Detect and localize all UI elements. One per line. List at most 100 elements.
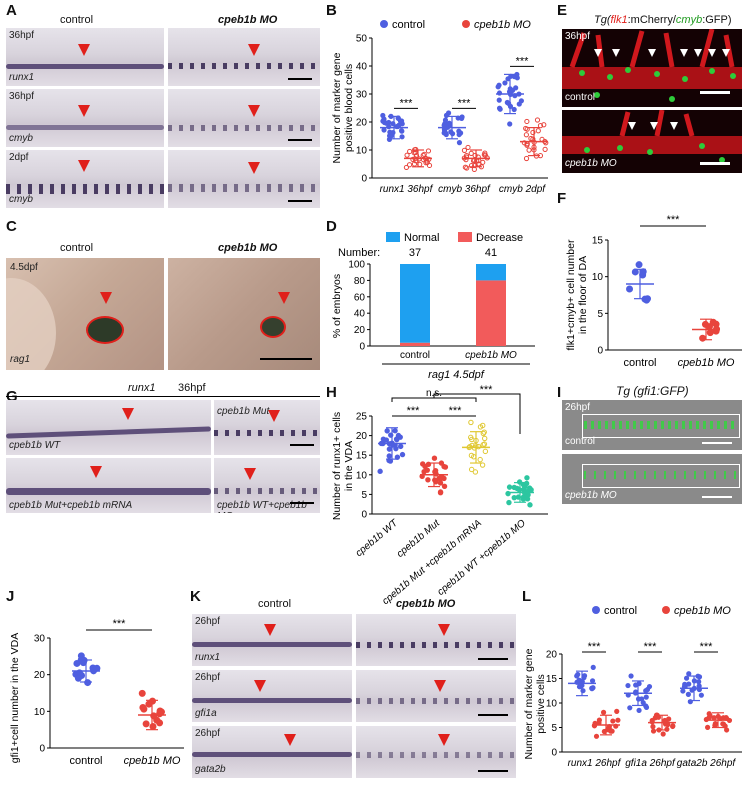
b-control-point [495, 84, 501, 90]
j-ytick-label: 20 [34, 670, 46, 681]
k-gene-3: gata2b [195, 764, 226, 775]
chart-h: Number of runx1+ cellsin the VDA 0 5 10 15 20… [331, 384, 548, 607]
a-control-row2-image: 36hpf cmyb [6, 89, 164, 147]
h-group-point [511, 484, 517, 491]
d-xtick-label: cpeb1b MO [465, 350, 517, 361]
a-mo-row1-image [168, 28, 320, 86]
h-group-point [386, 446, 393, 452]
b-mo-point [524, 126, 530, 132]
g-rescue-image: cpeb1b Mut+cpeb1b mRNA [6, 458, 211, 513]
d-count: 37 [409, 247, 421, 259]
b-control-point [381, 116, 387, 122]
l-control-point [590, 664, 596, 670]
l-xtick-label: gata2b 26hpf [677, 758, 737, 769]
l-mo-point [614, 708, 620, 714]
j-group-point [138, 689, 146, 697]
h-ytick-label: 0 [361, 510, 367, 521]
c-stage: 4.5dpf [10, 262, 38, 273]
k-gene-2: gfi1a [195, 708, 217, 719]
b-control-point [399, 134, 405, 140]
h-group-point [397, 434, 403, 440]
b-control-point [381, 127, 387, 133]
b-mo-point [523, 155, 530, 162]
a-stage-1: 36hpf [9, 30, 35, 41]
e-title: Tg(flk1:mCherry/cmyb:GFP) [594, 14, 732, 26]
l-ytick-label: 5 [551, 723, 557, 734]
chart-b: Number of marker genepositive blood cell… [331, 19, 549, 195]
f-ytick-label: 10 [592, 272, 604, 283]
i-title: Tg (gfi1:GFP) [616, 384, 689, 398]
k-mo-row2-image [356, 670, 516, 722]
b-mo-point [543, 140, 549, 146]
d-xtick-label: control [400, 350, 430, 361]
b-ylabel: Number of marker genepositive blood cell… [331, 52, 355, 163]
g-wt-image: cpeb1b WT [6, 400, 211, 455]
l-legend-mo-marker [662, 606, 670, 614]
j-group-point [156, 707, 164, 715]
b-control-point [383, 120, 389, 126]
e-control-vessels [562, 29, 742, 102]
h-ylabel: Number of runx1+ cellsin the VDA [331, 412, 355, 520]
b-control-point [511, 106, 517, 113]
h-group-point [437, 490, 444, 496]
j-xtick-label: cpeb1b MO [124, 755, 181, 767]
b-mo-point [542, 146, 548, 152]
l-mo-point [660, 731, 666, 737]
l-control-point [627, 705, 633, 711]
d-legend-decrease: Decrease [476, 232, 523, 244]
panel-label-c: C [6, 218, 17, 235]
b-mo-point [541, 122, 547, 128]
b-control-point [504, 99, 510, 106]
h-group-point [480, 430, 487, 437]
h-group-point [422, 463, 428, 470]
l-control-point [696, 679, 702, 685]
l-legend-mo: cpeb1b MO [674, 605, 731, 617]
h-group-point [432, 477, 438, 483]
h-ytick-label: 5 [361, 490, 367, 501]
c-col-control: control [60, 242, 94, 254]
b-mo-point [468, 162, 475, 169]
k-mo-row1-image [356, 614, 516, 666]
h-group-point [393, 445, 399, 452]
panel-label-h: H [326, 384, 337, 401]
a-gene-3: cmyb [9, 194, 33, 205]
panel-label-b: B [326, 2, 337, 19]
l-mo-point [704, 724, 711, 730]
k-stage-3: 26hpf [195, 728, 221, 739]
h-group-point [394, 436, 400, 443]
g-label-rescue: cpeb1b Mut+cpeb1b mRNA [9, 500, 133, 511]
l-ytick-label: 0 [551, 748, 557, 759]
panel-label-k: K [190, 588, 201, 605]
f-group-point [626, 285, 634, 293]
h-group-point [431, 455, 438, 461]
k-stage-2: 26hpf [195, 672, 221, 683]
b-legend-mo: cpeb1b MO [474, 19, 531, 31]
d-ylabel: % of embryos [331, 274, 343, 338]
l-ytick-label: 15 [546, 674, 558, 685]
h-group-point [506, 484, 513, 490]
b-ytick-label: 50 [356, 34, 368, 45]
b-control-point [513, 85, 519, 91]
i-top-label: control [565, 436, 596, 447]
a-mo-row3-image [168, 150, 320, 208]
g-gene: runx1 [128, 382, 156, 394]
b-control-point [396, 122, 402, 128]
d-ytick-label: 0 [359, 342, 365, 353]
b-legend-mo-marker [462, 20, 470, 28]
j-group-point [73, 659, 81, 667]
k-col-control: control [258, 598, 292, 610]
h-group-point [520, 496, 527, 502]
b-mo-point [403, 164, 410, 171]
b-mo-point [410, 156, 416, 162]
c-gene: rag1 [10, 354, 31, 365]
e-bottom-label: cpeb1b MO [565, 158, 617, 169]
b-ytick-label: 40 [356, 62, 368, 73]
h-sig-wt-mut: *** [407, 405, 421, 417]
h-group-point [511, 494, 517, 501]
b-mo-point [404, 152, 410, 158]
h-group-point [468, 419, 474, 426]
l-control-point [686, 681, 692, 687]
b-mo-point [468, 150, 474, 156]
a-stage-3: 2dpf [9, 152, 29, 163]
d-ytick-label: 60 [354, 292, 366, 303]
